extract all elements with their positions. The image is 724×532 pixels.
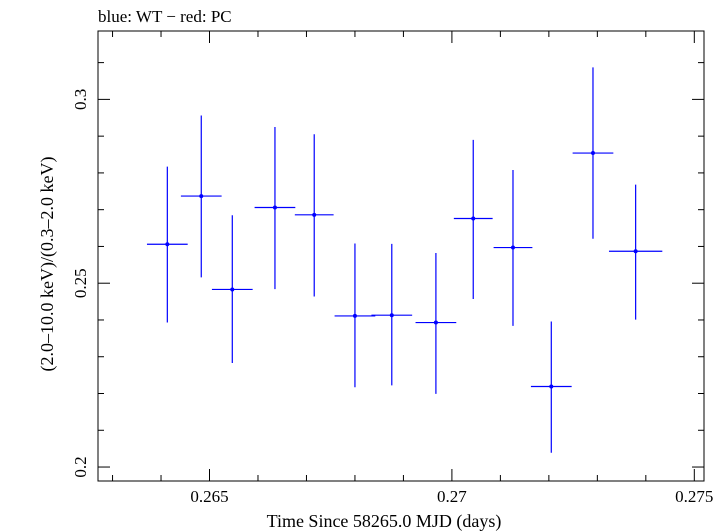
- data-point: [590, 151, 595, 156]
- series-wt: [146, 67, 663, 453]
- data-point: [389, 313, 394, 318]
- x-tick-label: 0.275: [675, 487, 713, 506]
- x-tick-label: 0.265: [190, 487, 228, 506]
- axis-ticks: [98, 31, 704, 481]
- data-point: [165, 242, 170, 247]
- data-point: [230, 287, 235, 292]
- chart-title: blue: WT − red: PC: [98, 7, 232, 26]
- axis-tick-labels: 0.265 0.27 0.275 0.2 0.25 0.3: [71, 89, 713, 506]
- data-point: [510, 245, 515, 250]
- x-axis-label: Time Since 58265.0 MJD (days): [267, 511, 502, 532]
- y-tick-label: 0.2: [71, 456, 90, 477]
- data-points: [146, 67, 663, 453]
- y-tick-label: 0.3: [71, 89, 90, 110]
- data-point: [549, 384, 554, 389]
- data-point: [312, 212, 317, 217]
- data-point: [272, 205, 277, 210]
- y-tick-label: 0.25: [71, 268, 90, 298]
- x-tick-label: 0.27: [437, 487, 467, 506]
- data-point: [633, 249, 638, 254]
- data-point: [199, 194, 204, 199]
- data-point: [433, 320, 438, 325]
- data-point: [352, 313, 357, 318]
- y-axis-label: (2.0–10.0 keV)/(0.3–2.0 keV): [37, 157, 58, 372]
- data-point: [471, 216, 476, 221]
- plot-area-frame: [97, 30, 705, 482]
